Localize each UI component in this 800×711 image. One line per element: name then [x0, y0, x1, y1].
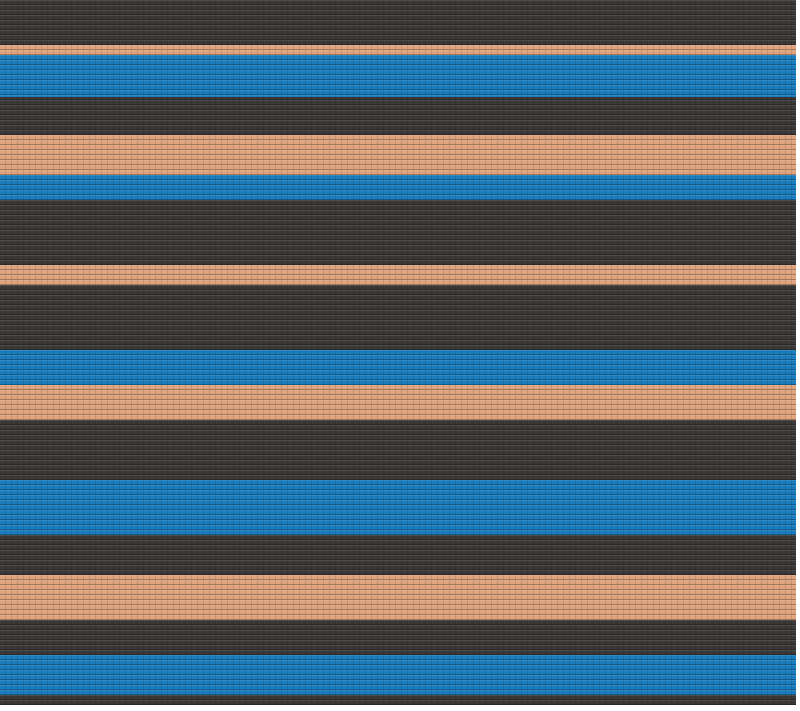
weave-texture [0, 0, 796, 705]
page [0, 0, 796, 705]
striped-weave-image [0, 0, 796, 705]
